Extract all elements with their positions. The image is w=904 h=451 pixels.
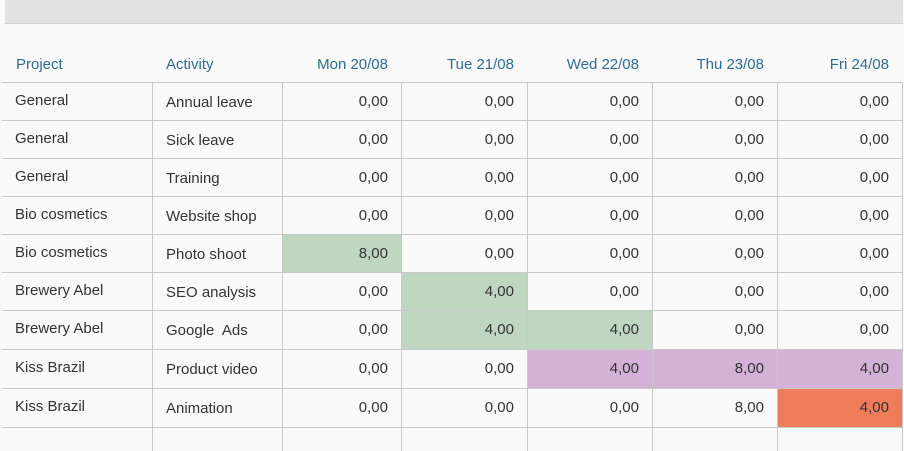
hours-input[interactable]: 4,00	[859, 360, 889, 377]
column-divider	[282, 82, 283, 451]
row-divider	[2, 272, 902, 273]
column-header-activity[interactable]: Activity	[166, 55, 214, 73]
hours-input[interactable]: 0,00	[609, 92, 639, 110]
hours-input[interactable]: 0,00	[609, 130, 639, 148]
column-divider	[902, 82, 903, 451]
hours-input[interactable]: 0,00	[859, 92, 889, 110]
hours-input[interactable]: 0,00	[358, 92, 388, 110]
activity-cell: Product video	[166, 361, 258, 378]
hours-highlight	[528, 311, 652, 349]
hours-input[interactable]: 0,00	[484, 244, 514, 262]
row-divider	[2, 388, 902, 389]
activity-cell: SEO analysis	[166, 283, 257, 301]
hours-input[interactable]: 0,00	[358, 130, 388, 148]
row-divider	[2, 349, 902, 350]
hours-input[interactable]: 0,00	[609, 244, 639, 262]
hours-input[interactable]: 0,00	[358, 282, 388, 300]
hours-input[interactable]: 0,00	[609, 206, 639, 224]
column-divider	[401, 82, 402, 451]
column-header-day[interactable]: Fri 24/08	[829, 55, 889, 73]
hours-highlight	[402, 273, 527, 310]
hours-input[interactable]: 0,00	[609, 399, 639, 416]
hours-input[interactable]: 0,00	[484, 206, 514, 224]
hours-input[interactable]: 0,00	[859, 130, 889, 148]
hours-input[interactable]: 0,00	[358, 168, 388, 186]
project-cell: General	[15, 91, 69, 109]
hours-input[interactable]: 0,00	[358, 399, 388, 416]
column-header-day[interactable]: Wed 22/08	[566, 55, 639, 73]
hours-input[interactable]: 0,00	[734, 206, 764, 224]
row-divider	[2, 196, 902, 197]
row-divider	[2, 158, 902, 159]
activity-cell: Google Ads	[166, 322, 248, 339]
hours-input[interactable]: 0,00	[358, 321, 388, 338]
hours-input[interactable]: 0,00	[484, 130, 514, 148]
hours-input[interactable]: 0,00	[484, 168, 514, 186]
toolbar-strip	[5, 0, 903, 24]
hours-input[interactable]: 0,00	[734, 321, 764, 338]
hours-highlight	[402, 311, 527, 349]
project-cell: General	[15, 129, 69, 147]
row-divider	[2, 82, 902, 83]
column-header-project[interactable]: Project	[16, 55, 63, 73]
hours-input[interactable]: 0,00	[734, 282, 764, 300]
hours-input[interactable]: 0,00	[484, 360, 514, 377]
column-header-day[interactable]: Mon 20/08	[317, 55, 388, 73]
row-divider	[2, 427, 902, 428]
hours-input[interactable]: 4,00	[609, 360, 639, 377]
activity-cell: Website shop	[166, 207, 257, 225]
hours-input[interactable]: 0,00	[734, 130, 764, 148]
hours-input[interactable]: 0,00	[358, 360, 388, 377]
hours-highlight	[283, 235, 401, 272]
hours-highlight	[528, 350, 652, 388]
hours-input[interactable]: 4,00	[859, 399, 889, 416]
column-divider	[152, 82, 153, 451]
activity-cell: Annual leave	[166, 93, 253, 111]
activity-cell: Animation	[166, 400, 233, 417]
hours-input[interactable]: 0,00	[734, 244, 764, 262]
hours-input[interactable]: 0,00	[859, 206, 889, 224]
project-cell: Bio cosmetics	[15, 243, 108, 261]
hours-input[interactable]: 0,00	[358, 206, 388, 224]
row-divider	[2, 120, 902, 121]
project-cell: General	[15, 167, 69, 185]
project-cell: Brewery Abel	[15, 281, 104, 299]
hours-input[interactable]: 8,00	[358, 244, 388, 262]
hours-input[interactable]: 0,00	[859, 321, 889, 338]
column-divider	[652, 82, 653, 451]
hours-input[interactable]: 0,00	[859, 282, 889, 300]
hours-highlight	[778, 350, 902, 388]
hours-highlight	[653, 350, 777, 388]
hours-input[interactable]: 0,00	[484, 399, 514, 416]
column-divider	[777, 82, 778, 451]
column-header-day[interactable]: Tue 21/08	[447, 55, 514, 73]
row-divider	[2, 234, 902, 235]
column-divider	[527, 82, 528, 451]
hours-highlight	[778, 389, 902, 427]
activity-cell: Sick leave	[166, 131, 235, 149]
hours-input[interactable]: 0,00	[859, 244, 889, 262]
hours-input[interactable]: 0,00	[609, 282, 639, 300]
hours-input[interactable]: 4,00	[484, 321, 514, 338]
column-header-day[interactable]: Thu 23/08	[696, 55, 764, 73]
hours-input[interactable]: 0,00	[484, 92, 514, 110]
project-cell: Kiss Brazil	[15, 359, 86, 376]
hours-input[interactable]: 0,00	[609, 168, 639, 186]
hours-input[interactable]: 4,00	[609, 321, 639, 338]
hours-input[interactable]: 4,00	[484, 282, 514, 300]
hours-input[interactable]: 0,00	[734, 92, 764, 110]
row-divider	[2, 310, 902, 311]
project-cell: Kiss Brazil	[15, 398, 86, 415]
project-cell: Bio cosmetics	[15, 205, 108, 223]
hours-input[interactable]: 0,00	[859, 168, 889, 186]
project-cell: Brewery Abel	[15, 320, 104, 337]
hours-input[interactable]: 8,00	[734, 360, 764, 377]
activity-cell: Training	[166, 169, 220, 187]
hours-input[interactable]: 8,00	[734, 399, 764, 416]
hours-input[interactable]: 0,00	[734, 168, 764, 186]
activity-cell: Photo shoot	[166, 245, 247, 263]
